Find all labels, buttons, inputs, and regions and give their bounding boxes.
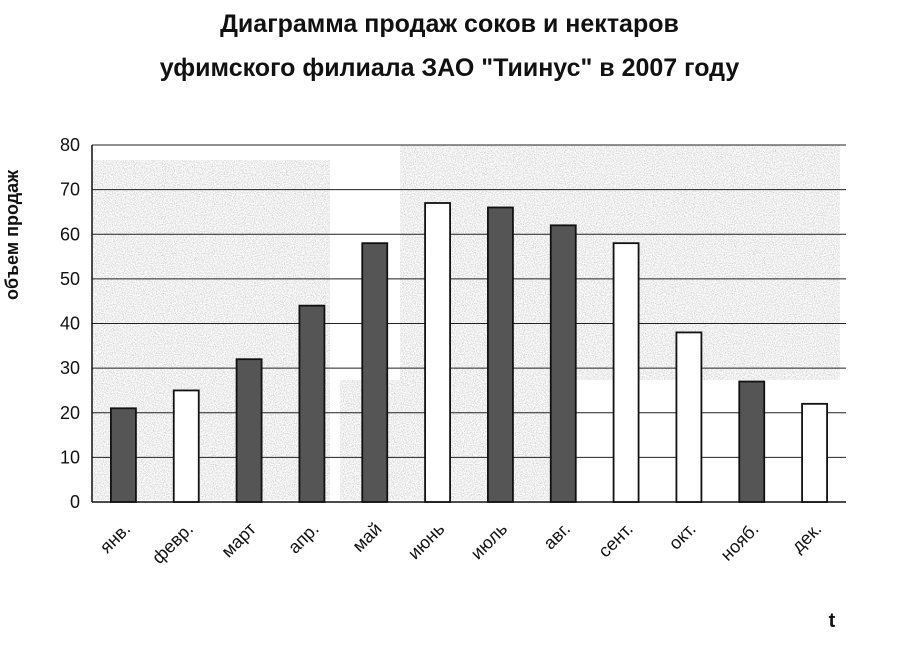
- bar-2: [172, 389, 200, 503]
- y-axis-ticks: 0 10 20 30 40 50 60 70 80: [60, 135, 80, 512]
- y-tick-label: 40: [60, 314, 80, 334]
- y-tick-label: 80: [60, 135, 80, 155]
- x-axis-label: t: [829, 610, 836, 632]
- y-tick-label: 0: [70, 492, 80, 512]
- x-tick-label: нояб.: [717, 519, 763, 565]
- x-axis-ticks: янв. февр. март апр. май июнь июль авг. сент. окт…: [96, 519, 826, 568]
- y-tick-label: 60: [60, 224, 80, 244]
- x-tick-label: май: [348, 519, 385, 556]
- gridlines: [91, 144, 846, 503]
- bar-9: [612, 242, 640, 503]
- bar-10: [675, 331, 703, 503]
- x-tick-label: сент.: [594, 519, 637, 562]
- x-tick-label: янв.: [96, 519, 134, 557]
- x-tick-label: июль: [467, 519, 512, 564]
- y-tick-label: 30: [60, 358, 80, 378]
- bars: [110, 202, 828, 503]
- x-tick-label: окт.: [665, 519, 700, 554]
- y-tick-label: 50: [60, 269, 80, 289]
- x-tick-label: дек.: [788, 519, 826, 557]
- bar-5: [361, 242, 389, 503]
- chart-title-line-2: уфимского филиала ЗАО "Тиинус" в 2007 го…: [159, 54, 740, 82]
- y-tick-label: 70: [60, 180, 80, 200]
- bar-1: [110, 407, 137, 503]
- bar-3: [235, 358, 263, 503]
- bar-4: [298, 304, 326, 503]
- y-tick-label: 20: [60, 403, 80, 423]
- x-tick-label: март: [217, 519, 260, 562]
- bar-12: [801, 402, 828, 503]
- y-tick-label: 10: [60, 447, 80, 467]
- bar-6: [424, 202, 451, 503]
- y-axis-label: объем продаж: [2, 170, 22, 300]
- x-tick-label: февр.: [148, 519, 197, 568]
- x-tick-label: апр.: [284, 519, 323, 558]
- x-tick-label: авг.: [539, 519, 574, 554]
- bar-7: [487, 206, 514, 503]
- chart-title-line-1: Диаграмма продаж соков и нектаров: [220, 10, 679, 38]
- x-tick-label: июнь: [404, 519, 448, 563]
- bar-11: [738, 380, 766, 503]
- bar-8: [549, 224, 577, 503]
